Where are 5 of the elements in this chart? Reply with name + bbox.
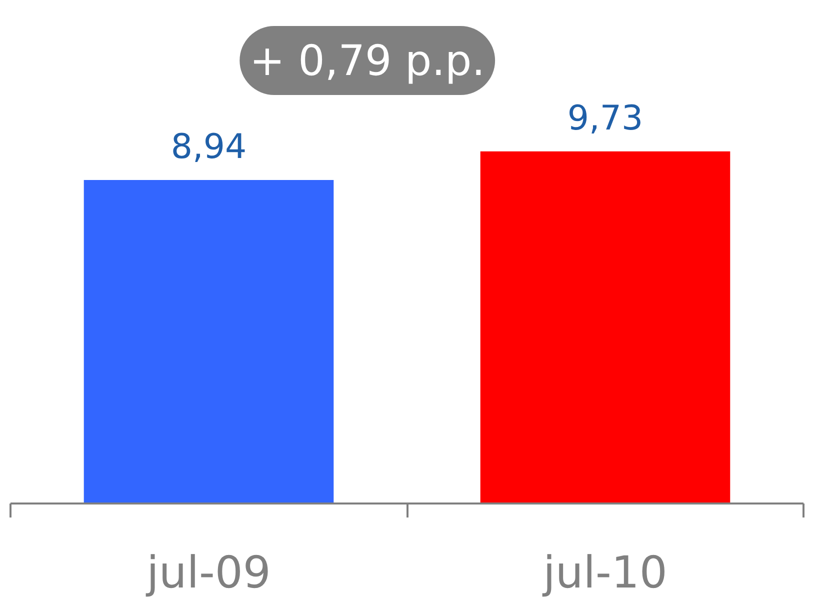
data-label: 9,73 [567,98,644,138]
x-tick-label: jul-10 [542,548,668,598]
data-label: 8,94 [170,126,247,167]
text: + 0,79 p.p. [250,36,486,85]
x-tick-label: jul-09 [146,548,271,598]
